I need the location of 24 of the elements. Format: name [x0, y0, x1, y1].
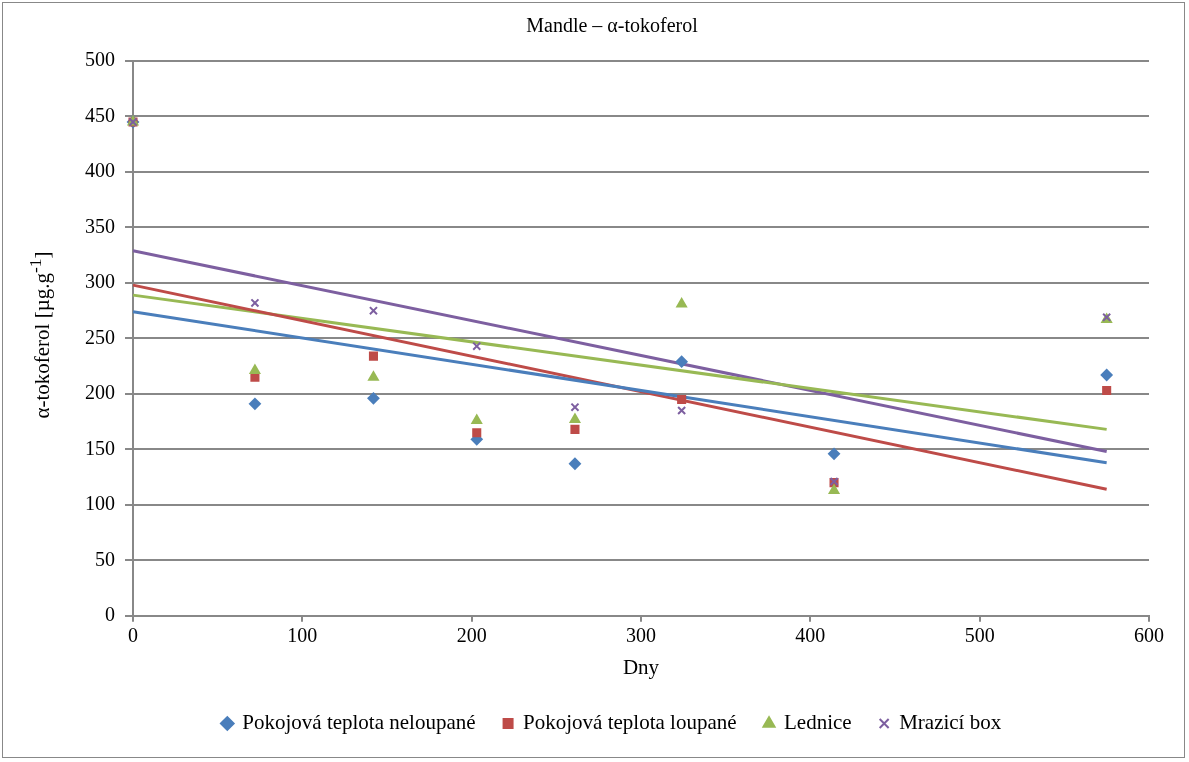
- x-axis-title: Dny: [622, 654, 660, 679]
- y-tick-label: 150: [85, 436, 115, 459]
- x-tick-label: 500: [964, 624, 995, 647]
- y-tick-label: 50: [95, 547, 115, 570]
- x-tick-label: 200: [456, 624, 487, 647]
- legend-label: Mrazicí box: [899, 710, 1002, 735]
- chart-title: Mandle – α-tokoferol: [526, 14, 699, 37]
- x-tick-label: 600: [1134, 624, 1164, 647]
- x-tick-label: 400: [795, 624, 826, 647]
- y-tick-label: 350: [85, 214, 115, 237]
- legend-label: Lednice: [784, 710, 852, 735]
- y-tick-label: 100: [85, 492, 115, 515]
- y-tick-label: 0: [105, 603, 115, 626]
- x-tick-label: 100: [287, 624, 318, 647]
- legend-label: Pokojová teplota neloupané: [242, 710, 476, 735]
- x-tick-label: 0: [128, 624, 138, 647]
- y-tick-label: 500: [85, 48, 115, 71]
- y-tick-label: 200: [85, 381, 115, 404]
- x-tick-label: 300: [626, 624, 656, 647]
- y-tick-label: 450: [85, 103, 115, 126]
- y-tick-label: 300: [85, 270, 115, 293]
- legend-label: Pokojová teplota loupané: [523, 710, 737, 735]
- y-tick-label: 400: [85, 159, 115, 182]
- y-tick-label: 250: [85, 325, 115, 348]
